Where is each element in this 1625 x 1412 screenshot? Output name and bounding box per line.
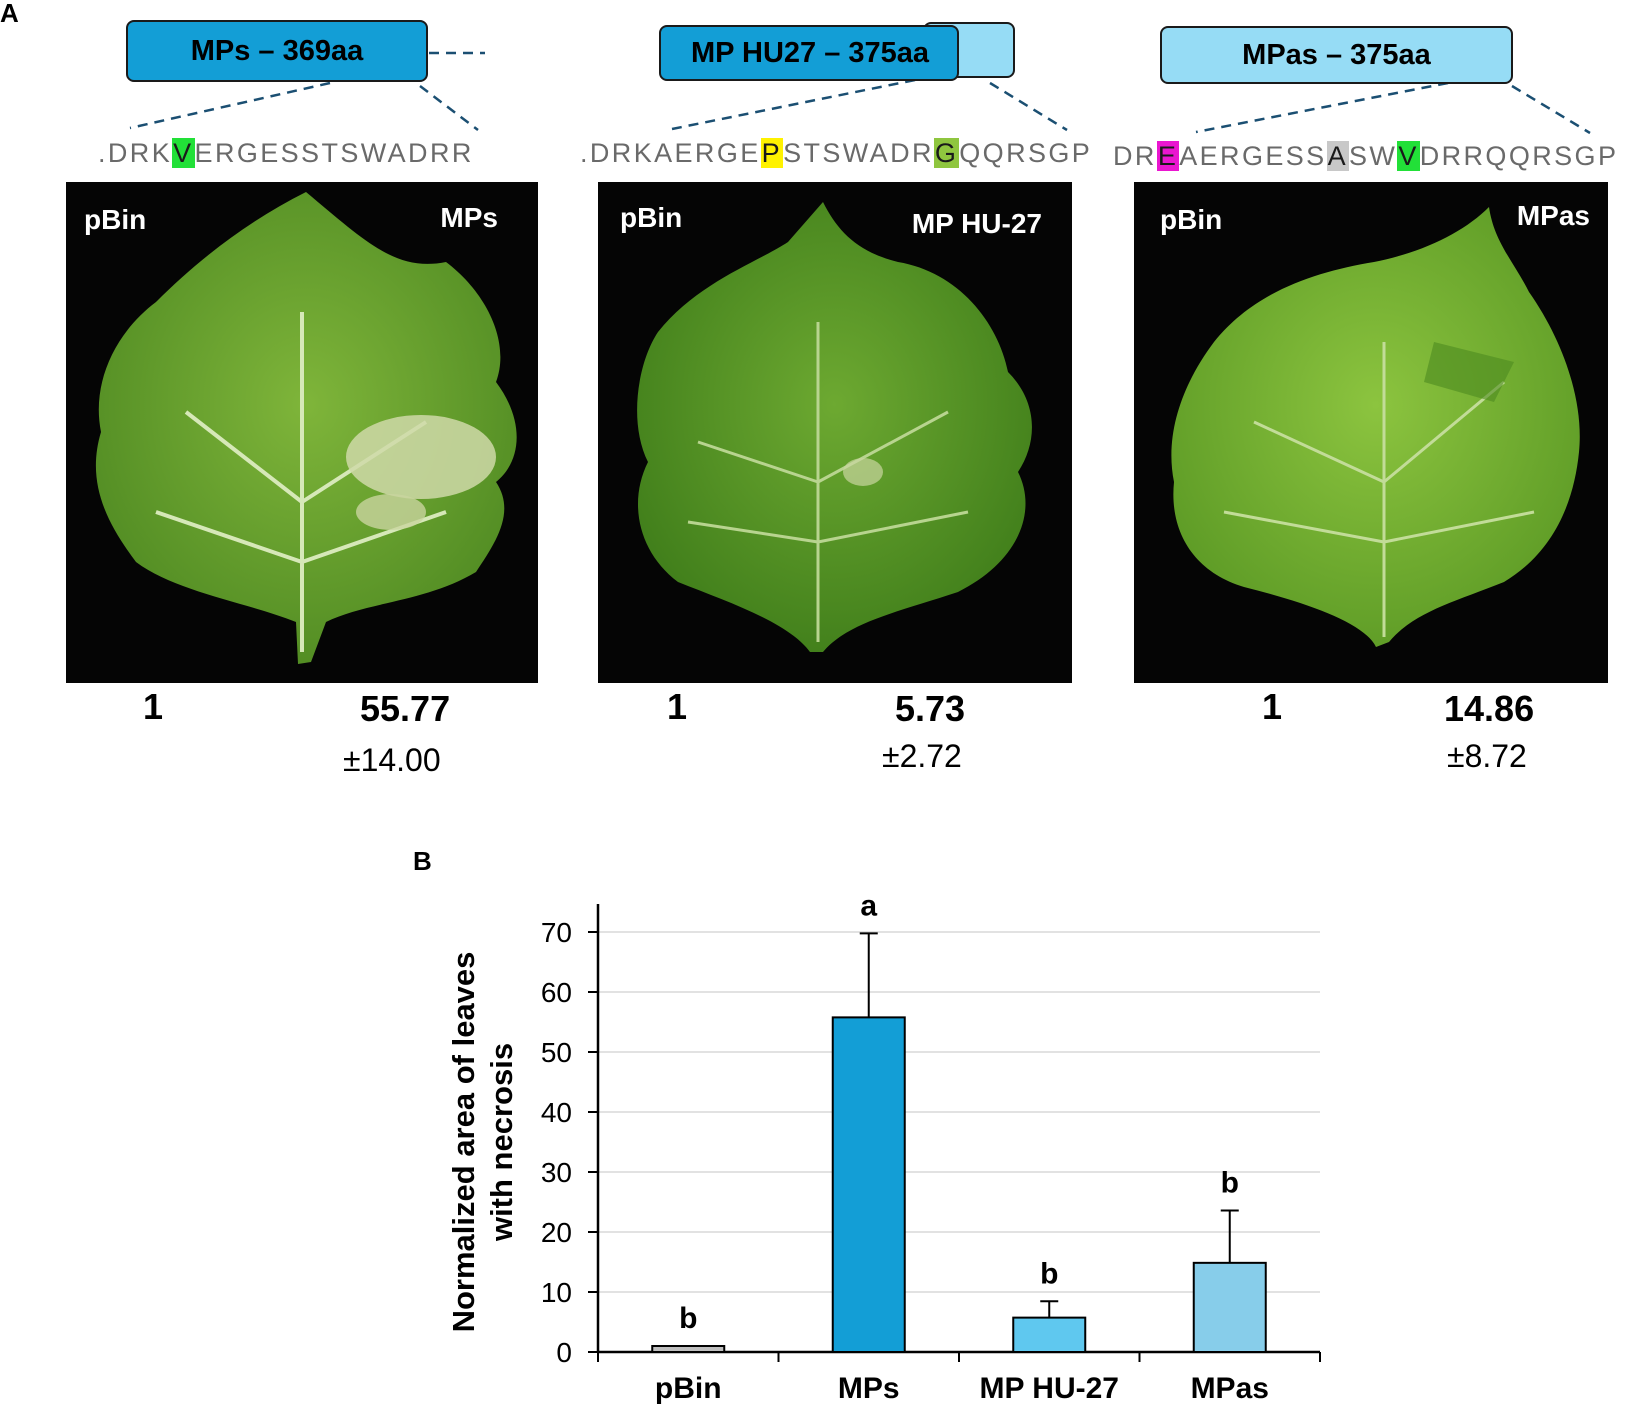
leaf-label-left: pBin [1160,204,1223,235]
y-tick-label: 30 [541,1157,572,1188]
ratio-right-mps: 55.77 [360,688,451,729]
x-category-label: pBin [655,1372,722,1405]
y-axis-label-line1: Normalized area of leaves [446,952,481,1333]
sequence-segment: DR [1113,141,1157,171]
highlighted-residue: P [760,138,784,168]
sequence-mps: .DRKVERGESSTSWADRR [98,138,474,169]
highlighted-residue: G [933,138,960,168]
ratio-left-mpas: 1 [1262,686,1283,727]
connector-line [419,85,479,131]
bar-pbin [651,1345,726,1353]
construct-box-mpas: MPas – 375aa [1160,26,1513,84]
leaf-photo-mps: pBin MPs [66,182,538,683]
sequence-segment: DRRQQRSGP [1419,141,1619,171]
x-category-label: MPs [838,1372,900,1405]
y-tick-label: 60 [541,977,572,1008]
y-tick-label: 70 [541,917,572,948]
leaf-label-right: MPas [1516,200,1590,231]
sequence-segment: QQRSGP [959,138,1093,168]
ratio-right-mpas: 14.86 [1444,688,1535,729]
sequence-segment: SW [1349,141,1398,171]
panel-a-connectors [129,51,1591,135]
leaf-photo-mphu27: pBin MP HU-27 [598,182,1072,683]
y-tick-label: 20 [541,1217,572,1248]
leaf-image [637,202,1032,652]
leaf-photo-mpas: pBin MPas [1134,182,1608,683]
construct-box-main: MP HU27 – 375aa [659,25,959,81]
connector-line [671,78,916,131]
highlighted-residue: V [172,138,195,168]
y-tick-label: 50 [541,1037,572,1068]
significance-letter: b [1040,1257,1058,1290]
panel-b-letter: B [413,846,432,876]
connector-line [1511,84,1591,135]
highlighted-residue: V [1397,141,1420,171]
construct-label: MP HU27 – 375aa [691,36,930,69]
ratio-left-mphu27: 1 [667,686,688,727]
sd-right-mps: ±14.00 [343,742,441,778]
panel-a-letter: A [0,0,19,28]
leaf-label-right: MP HU-27 [911,208,1042,239]
sequence-segment: .DRK [98,138,173,168]
construct-label: MPs – 369aa [190,34,364,67]
ratio-right-mphu27: 5.73 [895,688,966,729]
highlighted-residue: E [1156,141,1180,171]
sd-right-mpas: ±8.72 [1447,738,1527,774]
bar-mp-hu-27 [1012,1316,1087,1353]
connector-line [129,81,331,130]
y-tick-label: 0 [556,1337,572,1368]
bar-mpas [1192,1261,1267,1353]
construct-label: MPas – 375aa [1242,38,1431,71]
leaf-image [95,192,517,664]
construct-box-mphu27: MP HU27 – 375aa [659,22,1015,82]
bar-chart: 0 10 20 30 40 50 60 70 b pBin a MPs b MP HU-27 b MPas No… [446,889,1321,1405]
leaf-label-left: pBin [620,202,683,233]
sequence-segment: ERGESSTSWADRR [194,138,474,168]
y-tick-label: 40 [541,1097,572,1128]
y-tick-label: 10 [541,1277,572,1308]
sequence-segment: AERGESS [1179,141,1327,171]
sequence-segment: .DRKAERGE [580,138,761,168]
ratio-left-mps: 1 [143,686,164,727]
significance-letter: a [860,889,877,922]
leaf-label-right: MPs [440,202,498,233]
sequence-mpas: DREAERGESSASWVDRRQQRSGP [1113,141,1618,172]
sd-right-mphu27: ±2.72 [882,738,962,774]
x-category-label: MPas [1191,1372,1269,1405]
leaf-image [1171,207,1580,647]
significance-letter: b [679,1302,697,1335]
x-category-label: MP HU-27 [980,1372,1119,1405]
sequence-mphu27: .DRKAERGEPSTSWADRGQQRSGP [580,138,1092,169]
significance-letter: b [1221,1167,1239,1200]
construct-box-mps: MPs – 369aa [126,20,428,82]
y-axis-label-line2: with necrosis [484,1043,519,1242]
highlighted-residue: A [1326,141,1350,171]
leaf-label-left: pBin [84,204,147,235]
sequence-segment: STSWADR [783,138,934,168]
connector-line [989,81,1068,132]
bar-mps [831,1016,906,1353]
connector-line [1195,81,1449,134]
